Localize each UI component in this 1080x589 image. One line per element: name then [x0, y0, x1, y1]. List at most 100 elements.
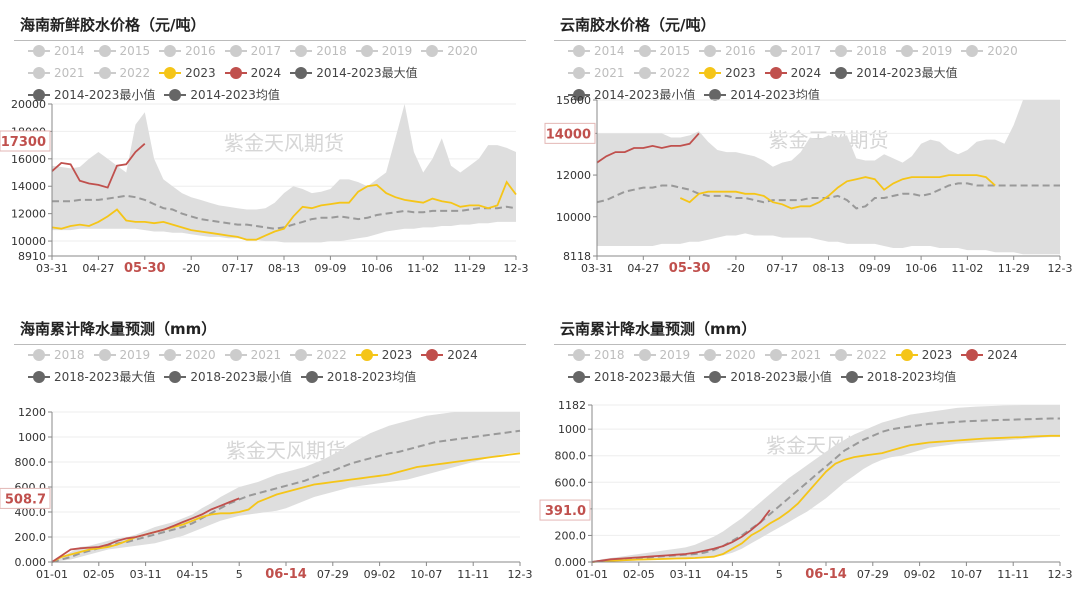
- yunnan-price-panel: 云南胶水价格（元/吨） 2014 2015 2016 2017 2018 2019 2020…: [540, 0, 1080, 295]
- x-tick-label: 5: [776, 568, 783, 581]
- legend-item[interactable]: 2023: [895, 346, 952, 364]
- x-tick-label: 07-29: [857, 568, 889, 581]
- legend-item[interactable]: 2024: [421, 346, 478, 364]
- y-tick-label: 10000: [556, 211, 591, 224]
- x-tick-label: 02-05: [623, 568, 655, 581]
- legend-item[interactable]: 2018: [830, 42, 887, 60]
- legend-item[interactable]: 2021: [568, 64, 625, 82]
- legend-item[interactable]: 2019: [93, 346, 150, 364]
- x-tick-label: 5: [236, 568, 243, 581]
- legend-item[interactable]: 2021: [224, 346, 281, 364]
- legend-marker-icon: [159, 349, 182, 361]
- legend-item[interactable]: 2024: [961, 346, 1018, 364]
- legend-item[interactable]: 2017: [764, 42, 821, 60]
- legend-item[interactable]: 2016: [699, 42, 756, 60]
- x-tick-label: 04-27: [627, 262, 659, 275]
- legend-marker-icon: [568, 67, 590, 79]
- legend-marker-icon: [28, 371, 50, 383]
- legend-row: 2014-2023最小值 2014-2023均值: [568, 86, 829, 104]
- legend-marker-icon: [830, 67, 853, 79]
- legend-item[interactable]: 2018: [290, 42, 347, 60]
- legend-item[interactable]: 2014-2023均值: [164, 86, 280, 104]
- y-tick-label: 0.000: [15, 556, 47, 569]
- series-line-2024: [591, 509, 771, 563]
- y-highlight-label: 14000: [546, 127, 591, 142]
- legend-row: 2021 2022 2023 2024 2014-2023最大值: [568, 64, 967, 82]
- y-highlight-box: [0, 130, 51, 152]
- legend-label: 2018: [594, 348, 625, 362]
- legend-item[interactable]: 2020: [159, 346, 216, 364]
- chart-title: 云南胶水价格（元/吨）: [560, 16, 716, 34]
- legend-marker-icon: [224, 349, 247, 361]
- legend-item[interactable]: 2014-2023最大值: [830, 64, 958, 82]
- legend-item[interactable]: 2014: [28, 42, 85, 60]
- legend-item[interactable]: 2023: [699, 64, 756, 82]
- legend-item[interactable]: 2014-2023最大值: [290, 64, 418, 82]
- series-range-band: [592, 405, 1060, 562]
- legend-item[interactable]: 2022: [290, 346, 347, 364]
- legend-label: 2014-2023最小值: [594, 88, 696, 102]
- legend-item[interactable]: 2022: [830, 346, 887, 364]
- legend-item[interactable]: 2018-2023最大值: [28, 368, 155, 386]
- x-highlight-label: 05-30: [124, 261, 166, 276]
- legend-item[interactable]: 2024: [224, 64, 281, 82]
- legend-item[interactable]: 2021: [764, 346, 821, 364]
- y-tick-label: 8910: [18, 250, 46, 263]
- x-tick-label: 11-11: [457, 568, 489, 581]
- legend-item[interactable]: 2023: [355, 346, 412, 364]
- legend-item[interactable]: 2019: [633, 346, 690, 364]
- y-tick-label: 14000: [11, 180, 46, 193]
- legend-item[interactable]: 2015: [93, 42, 150, 60]
- legend-item[interactable]: 2022: [633, 64, 690, 82]
- legend-item[interactable]: 2020: [699, 346, 756, 364]
- legend-item[interactable]: 2014-2023最小值: [28, 86, 155, 104]
- legend-item[interactable]: 2017: [224, 42, 281, 60]
- legend-item[interactable]: 2020: [421, 42, 478, 60]
- legend-item[interactable]: 2020: [961, 42, 1018, 60]
- legend-label: 2018-2023最大值: [594, 370, 696, 384]
- legend-item[interactable]: 2018-2023均值: [300, 368, 416, 386]
- legend-item[interactable]: 2016: [159, 42, 216, 60]
- legend-item[interactable]: 2021: [28, 64, 85, 82]
- legend-item[interactable]: 2024: [764, 64, 821, 82]
- legend-label: 2014-2023均值: [190, 88, 280, 102]
- legend-item[interactable]: 2018-2023均值: [840, 368, 956, 386]
- legend-item[interactable]: 2018-2023最大值: [568, 368, 695, 386]
- legend-label: 2014: [594, 44, 625, 58]
- legend-marker-icon: [421, 349, 444, 361]
- y-tick-label: 16000: [11, 153, 46, 166]
- legend-item[interactable]: 2022: [93, 64, 150, 82]
- legend-item[interactable]: 2015: [633, 42, 690, 60]
- legend-item[interactable]: 2018: [28, 346, 85, 364]
- legend-item[interactable]: 2018-2023最小值: [164, 368, 292, 386]
- chart-title: 海南累计降水量预测（mm）: [20, 320, 217, 338]
- legend-item[interactable]: 2018-2023最小值: [704, 368, 832, 386]
- y-tick-label: 10000: [11, 235, 46, 248]
- x-highlight-label: 05-30: [669, 261, 711, 276]
- legend-item[interactable]: 2019: [895, 42, 952, 60]
- hainan-rain-panel: 海南累计降水量预测（mm） 2018 2019 2020 2021 2022 2023 20…: [0, 295, 540, 589]
- x-tick-label: 08-13: [813, 262, 845, 275]
- legend-label: 2018-2023最大值: [54, 370, 156, 384]
- legend-item[interactable]: 2014-2023最小值: [568, 86, 695, 104]
- title-divider: [14, 40, 526, 41]
- legend-item[interactable]: 2014: [568, 42, 625, 60]
- legend-label: 2023: [185, 66, 216, 80]
- x-tick-label: 04-15: [716, 568, 748, 581]
- legend-row: 2021 2022 2023 2024 2014-2023最大值: [28, 64, 427, 82]
- legend-row: 2014-2023最小值 2014-2023均值: [28, 86, 289, 104]
- x-tick-label: 10-07: [410, 568, 442, 581]
- title-divider: [14, 344, 526, 345]
- x-tick-label: 04-15: [176, 568, 208, 581]
- legend-item[interactable]: 2014-2023均值: [704, 86, 820, 104]
- legend-marker-icon: [421, 45, 444, 57]
- series-range-band: [597, 100, 1060, 255]
- y-tick-label: 600.0: [555, 476, 587, 489]
- legend-item[interactable]: 2023: [159, 64, 216, 82]
- legend-marker-icon: [28, 67, 50, 79]
- legend-item[interactable]: 2018: [568, 346, 625, 364]
- legend-marker-icon: [290, 67, 313, 79]
- legend-row: 2018-2023最大值 2018-2023最小值 2018-2023均值: [568, 368, 965, 386]
- x-tick-label: 01-01: [36, 568, 68, 581]
- legend-item[interactable]: 2019: [355, 42, 412, 60]
